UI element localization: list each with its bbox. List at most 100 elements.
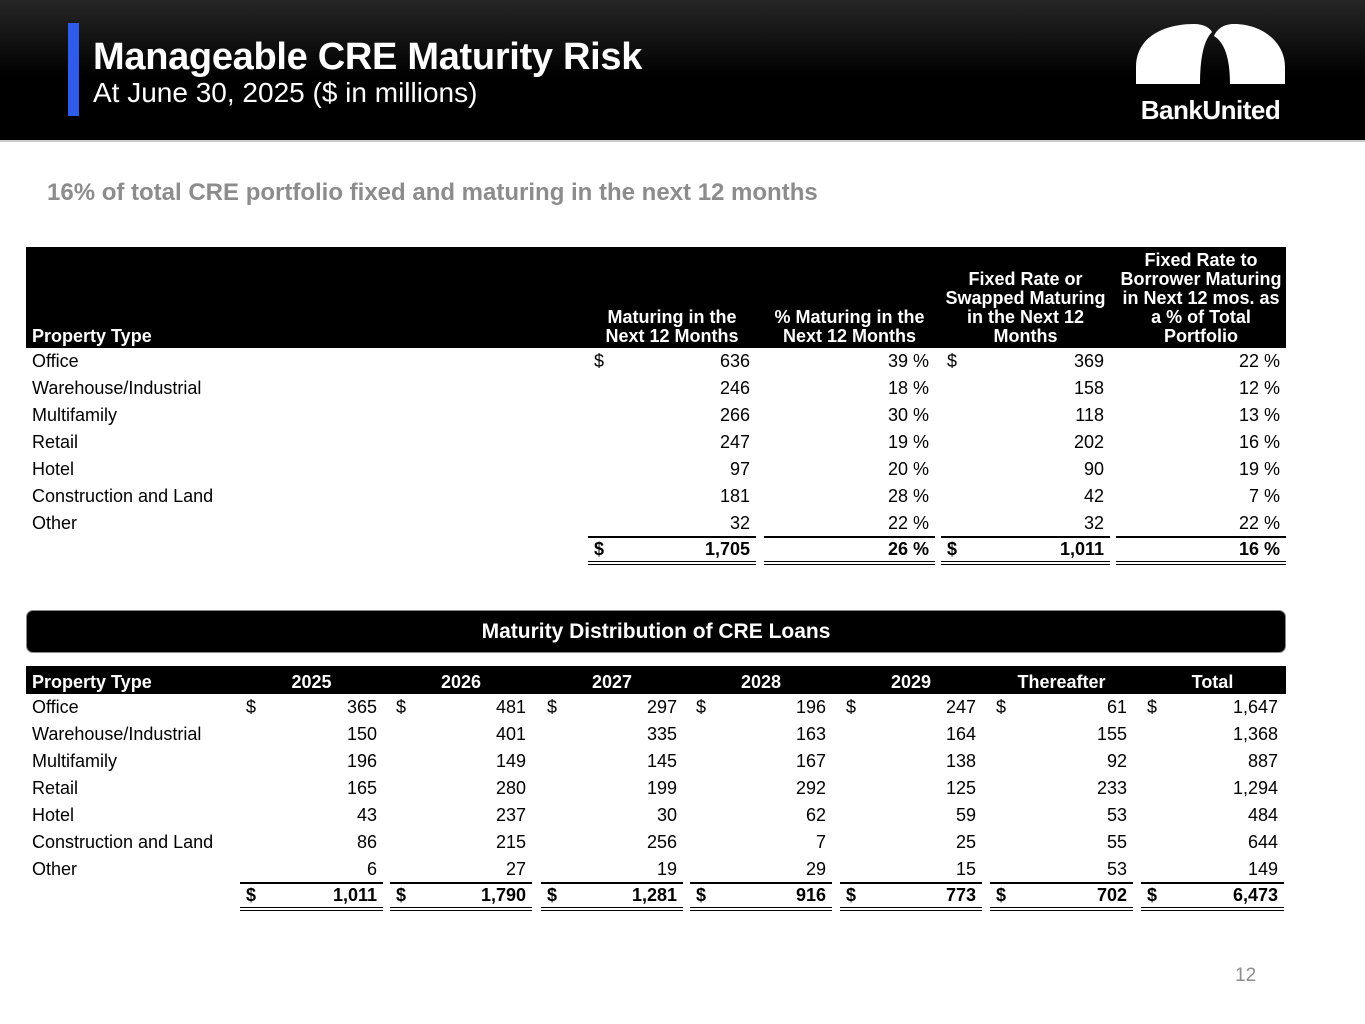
cell-text: 484 <box>1247 805 1278 825</box>
value-cell: 62 <box>690 802 832 829</box>
cell-text: Hotel <box>32 805 75 825</box>
cell-text: Maturing in the Next 12 Months <box>605 307 739 346</box>
cell-text: 19 % <box>887 432 929 452</box>
value-cell: 335 <box>541 721 683 748</box>
value-cell: 149 <box>390 748 532 775</box>
value-cell: 15 <box>840 856 982 883</box>
cell-text: 2028 <box>740 672 782 692</box>
cell-text: 62 <box>805 805 826 825</box>
cell-text: 237 <box>495 805 526 825</box>
cell-text: 22 % <box>887 513 929 533</box>
cell-text: 369 <box>1073 351 1104 371</box>
value-cell: $1,705 <box>588 536 756 565</box>
value-cell: 12 % <box>1116 375 1286 402</box>
cell-text: 215 <box>495 832 526 852</box>
cell-text: 158 <box>1073 378 1104 398</box>
value-cell: 1,368 <box>1141 721 1284 748</box>
property-type-cell: Office <box>26 348 588 375</box>
arch-logo-icon <box>1136 24 1285 84</box>
value-cell: 16 % <box>1116 536 1286 565</box>
cell-text: Retail <box>32 778 79 798</box>
cell-text: Property Type <box>32 326 152 346</box>
value-cell: 30 <box>541 802 683 829</box>
currency-symbol: $ <box>846 885 857 905</box>
value-cell: $196 <box>690 694 832 721</box>
cell-text: Fixed Rate to Borrower Maturing in Next … <box>1120 250 1282 346</box>
value-cell: 6 <box>240 856 383 883</box>
cell-text: 27 <box>505 859 526 879</box>
cell-text: 1,294 <box>1232 778 1278 798</box>
currency-symbol: $ <box>594 539 605 559</box>
property-type-cell: Other <box>26 856 240 883</box>
cell-text: 92 <box>1106 751 1127 771</box>
currency-symbol: $ <box>947 539 958 559</box>
cell-text: 1,368 <box>1232 724 1278 744</box>
cell-text: 149 <box>495 751 526 771</box>
table-row: Other 6 27 19 29 15 53 149 <box>26 856 1286 883</box>
cell-text: 155 <box>1096 724 1127 744</box>
cell-text: 196 <box>795 697 826 717</box>
value-cell: 164 <box>840 721 982 748</box>
cell-text: 118 <box>1075 405 1104 425</box>
currency-symbol: $ <box>547 697 558 717</box>
value-cell: 163 <box>690 721 832 748</box>
value-cell: 19 % <box>764 429 935 456</box>
value-cell: 1,294 <box>1141 775 1284 802</box>
value-cell: $916 <box>690 882 832 911</box>
cell-text: 43 <box>356 805 377 825</box>
value-cell: 39 % <box>764 348 935 375</box>
cell-text: 19 <box>656 859 677 879</box>
cell-text: Warehouse/Industrial <box>32 724 202 744</box>
value-cell: 202 <box>941 429 1110 456</box>
value-cell: 7 <box>690 829 832 856</box>
property-type-cell <box>26 883 240 910</box>
cell-text: 26 % <box>887 539 929 559</box>
value-cell: Thereafter <box>990 666 1133 694</box>
property-type-cell: Warehouse/Industrial <box>26 375 588 402</box>
cell-text: 202 <box>1073 432 1104 452</box>
property-type-cell: Multifamily <box>26 748 240 775</box>
property-type-cell: Construction and Land <box>26 483 588 510</box>
currency-symbol: $ <box>996 697 1007 717</box>
value-cell: 28 % <box>764 483 935 510</box>
cell-text: 18 % <box>887 378 929 398</box>
cell-text: 16 % <box>1238 432 1280 452</box>
cell-text: 246 <box>719 378 750 398</box>
cell-text: 61 <box>1106 697 1127 717</box>
value-cell: 167 <box>690 748 832 775</box>
currency-symbol: $ <box>246 697 257 717</box>
value-cell: $1,011 <box>941 536 1110 565</box>
cell-text: 2026 <box>440 672 482 692</box>
headline: 16% of total CRE portfolio fixed and mat… <box>47 179 818 206</box>
value-cell: 30 % <box>764 402 935 429</box>
property-type-cell: Hotel <box>26 456 588 483</box>
cell-text: Fixed Rate or Swapped Maturing in the Ne… <box>945 269 1106 346</box>
cell-text: Office <box>32 697 79 717</box>
cell-text: 125 <box>945 778 976 798</box>
value-cell: 2025 <box>240 666 383 694</box>
value-cell: $1,790 <box>390 882 532 911</box>
property-type-cell: Other <box>26 510 588 537</box>
currency-symbol: $ <box>696 885 707 905</box>
cell-text: 644 <box>1247 832 1278 852</box>
cell-text: 30 % <box>887 405 929 425</box>
slide-header: Manageable CRE Maturity Risk At June 30,… <box>0 0 1365 142</box>
cell-text: 19 % <box>1238 459 1280 479</box>
property-type-cell: Retail <box>26 429 588 456</box>
value-cell: 2027 <box>541 666 683 694</box>
value-cell: 92 <box>990 748 1133 775</box>
value-cell: 29 <box>690 856 832 883</box>
section-banner: Maturity Distribution of CRE Loans <box>26 610 1286 653</box>
cell-text: 256 <box>646 832 677 852</box>
value-cell: 22 % <box>1116 348 1286 375</box>
property-type-cell: Construction and Land <box>26 829 240 856</box>
value-cell: 25 <box>840 829 982 856</box>
cell-text: 1,011 <box>332 885 377 905</box>
value-cell: 280 <box>390 775 532 802</box>
value-cell: 2026 <box>390 666 532 694</box>
table-row: Hotel 43 237 30 62 59 53 484 <box>26 802 1286 829</box>
cell-text: 1,647 <box>1232 697 1278 717</box>
cell-text: 90 <box>1083 459 1104 479</box>
cell-text: 22 % <box>1238 351 1280 371</box>
property-type-cell: Multifamily <box>26 402 588 429</box>
